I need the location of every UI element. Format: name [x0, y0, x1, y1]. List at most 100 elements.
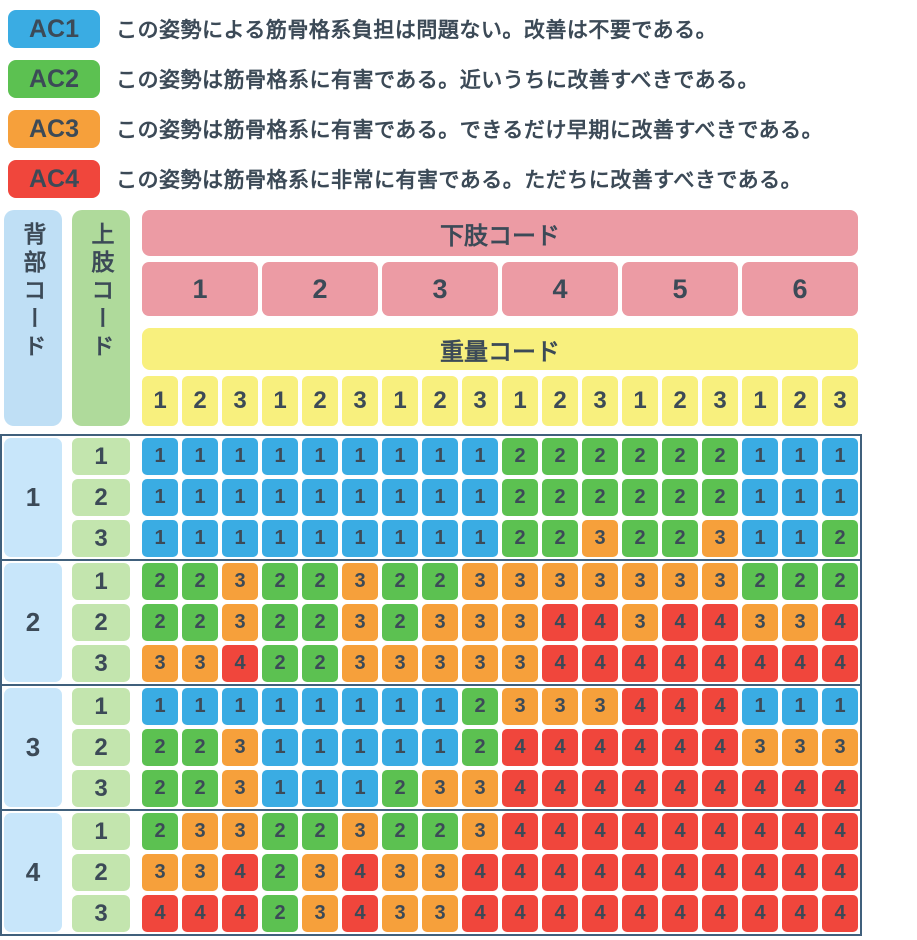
- ac-cell: 1: [222, 688, 258, 725]
- ac-cell: 1: [142, 688, 178, 725]
- ac-cell: 4: [662, 645, 698, 682]
- weight-code-value: 2: [182, 376, 218, 426]
- ac-cell: 3: [462, 645, 498, 682]
- ac-cell: 2: [502, 520, 538, 557]
- ac-cell: 1: [742, 520, 778, 557]
- legend-item: AC1 この姿勢による筋骨格系負担は問題ない。改善は不要である。: [8, 10, 917, 48]
- ac-cell: 2: [582, 438, 618, 475]
- ac-cell: 4: [782, 895, 818, 932]
- ac-cell: 1: [182, 438, 218, 475]
- ac-cell: 4: [502, 895, 538, 932]
- upper-limb-code-cell: 2: [72, 729, 130, 766]
- ac-cell: 2: [382, 604, 418, 641]
- ac-cell: 1: [262, 729, 298, 766]
- ac-cell: 4: [702, 770, 738, 807]
- ac-cell: 2: [142, 729, 178, 766]
- legend-item: AC2 この姿勢は筋骨格系に有害である。近いうちに改善すべきである。: [8, 60, 917, 98]
- ac-cell: 4: [822, 604, 858, 641]
- ac-cell: 4: [222, 895, 258, 932]
- ac-cell: 1: [302, 479, 338, 516]
- ac-cell: 1: [302, 729, 338, 766]
- ac-cell: 1: [262, 479, 298, 516]
- ac-cell: 4: [222, 645, 258, 682]
- ac-cell: 3: [182, 813, 218, 850]
- ac-cell: 2: [262, 813, 298, 850]
- weight-code-value: 1: [382, 376, 418, 426]
- ac-cell: 3: [222, 604, 258, 641]
- ac-cell: 2: [262, 645, 298, 682]
- ac-cell: 2: [302, 645, 338, 682]
- ac-cell: 2: [262, 563, 298, 600]
- ac-cell: 1: [462, 520, 498, 557]
- ac-cell: 3: [302, 854, 338, 891]
- ac-cell: 2: [262, 604, 298, 641]
- weight-code-value: 3: [462, 376, 498, 426]
- weight-code-value: 1: [742, 376, 778, 426]
- ac-cell: 1: [782, 520, 818, 557]
- ac-cell: 1: [142, 438, 178, 475]
- ac-cell: 4: [462, 895, 498, 932]
- ac-cell: 2: [702, 438, 738, 475]
- upper-limb-code-cell: 1: [72, 438, 130, 475]
- ac-cell: 2: [622, 438, 658, 475]
- ac-cell: 2: [382, 813, 418, 850]
- ac-cell: 4: [782, 770, 818, 807]
- ac-cell: 4: [702, 604, 738, 641]
- ac-cell: 2: [662, 520, 698, 557]
- ac-cell: 3: [742, 729, 778, 766]
- ac-cell: 4: [702, 895, 738, 932]
- legend-item: AC4 この姿勢は筋骨格系に非常に有害である。ただちに改善すべきである。: [8, 160, 917, 198]
- ac-cell: 2: [382, 770, 418, 807]
- weight-code-value: 1: [262, 376, 298, 426]
- ac-cell: 4: [702, 688, 738, 725]
- ac-cell: 1: [782, 438, 818, 475]
- lower-limb-code-header: 下肢コード: [142, 210, 858, 256]
- ac-cell: 1: [182, 479, 218, 516]
- ac-cell: 1: [422, 438, 458, 475]
- ac-cell: 4: [582, 645, 618, 682]
- weight-code-value: 3: [582, 376, 618, 426]
- ac-cell: 4: [822, 854, 858, 891]
- ac-cell: 3: [702, 563, 738, 600]
- ac-cell: 2: [182, 770, 218, 807]
- ac-cell: 4: [622, 895, 658, 932]
- ac-cell: 1: [382, 729, 418, 766]
- ac-cell: 3: [822, 729, 858, 766]
- ac-cell: 2: [542, 520, 578, 557]
- ac-cell: 4: [742, 770, 778, 807]
- ac-cell: 3: [222, 770, 258, 807]
- ac-cell: 1: [342, 729, 378, 766]
- ac-cell: 1: [342, 770, 378, 807]
- ac-cell: 4: [662, 813, 698, 850]
- ac-cell: 2: [582, 479, 618, 516]
- back-code-cell: 3: [4, 688, 62, 807]
- back-code-header: 背部コード: [4, 210, 62, 426]
- weight-code-value: 1: [502, 376, 538, 426]
- ac-cell: 4: [822, 895, 858, 932]
- ac-cell: 4: [822, 645, 858, 682]
- ac-cell: 4: [222, 854, 258, 891]
- ac-cell: 4: [662, 604, 698, 641]
- weight-code-value: 2: [302, 376, 338, 426]
- ac-cell: 4: [502, 813, 538, 850]
- ac-cell: 2: [142, 813, 178, 850]
- ac-cell: 2: [502, 438, 538, 475]
- ac-cell: 4: [822, 770, 858, 807]
- back-code-cell: 4: [4, 813, 62, 932]
- ac-cell: 2: [782, 563, 818, 600]
- ac-cell: 4: [502, 854, 538, 891]
- ac-cell: 4: [582, 729, 618, 766]
- ac-cell: 4: [542, 895, 578, 932]
